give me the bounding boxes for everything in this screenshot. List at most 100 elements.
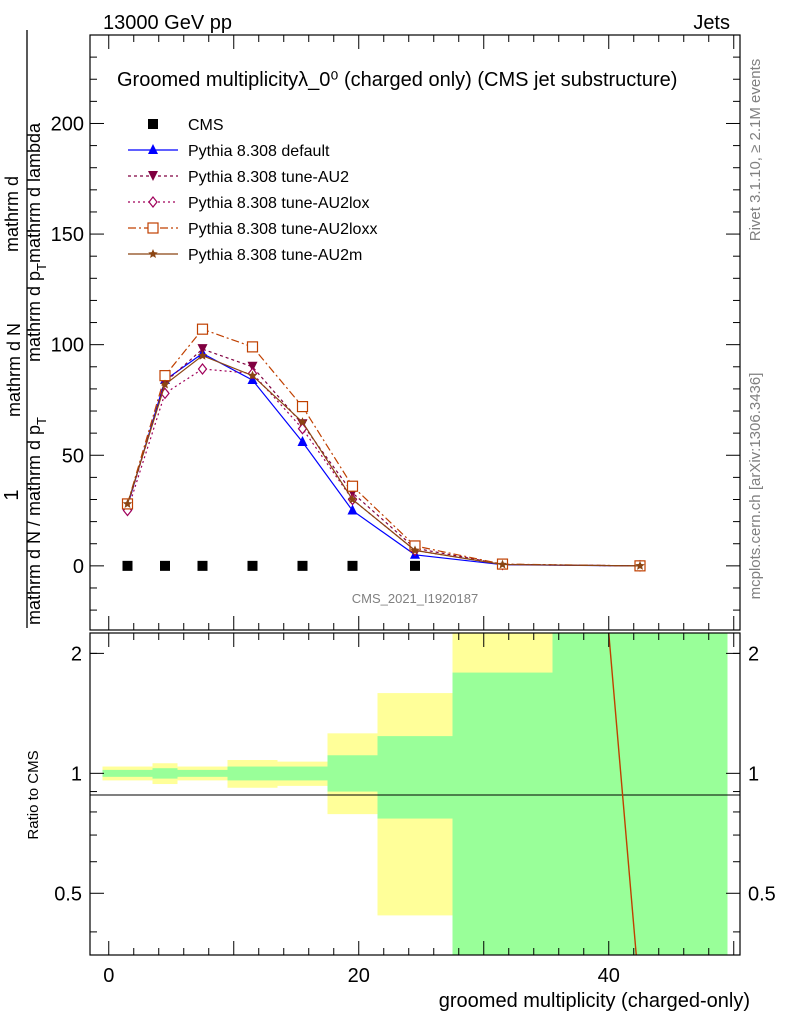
series-au2loxx	[121, 323, 646, 572]
point-au2m	[635, 560, 645, 570]
point-au2loxx	[346, 480, 359, 492]
main-y-tick-label: 150	[51, 224, 84, 246]
series-line-au2m	[126, 355, 641, 567]
point-au2loxx	[246, 341, 259, 353]
point-cms	[347, 560, 358, 571]
x-tick-label: 20	[348, 965, 370, 987]
y-label-denominator-dn: mathrm d N / mathrm d pTmathrm d N	[4, 323, 49, 625]
series-cms	[122, 560, 420, 571]
x-tick-label: 40	[598, 965, 620, 987]
ratio-band-green	[327, 755, 378, 792]
main-title: Groomed multiplicityλ_0⁰ (charged only) …	[117, 69, 677, 91]
y-label-dpt: mathrm d p	[24, 271, 44, 362]
ratio-y-tick-label-right: 2	[748, 643, 759, 665]
legend-marker-au2lox	[148, 196, 158, 208]
main-y-tick-label: 200	[51, 113, 84, 135]
ratio-band-green	[552, 633, 728, 955]
series-line-au2lox	[126, 368, 641, 567]
ratio-y-tick-label-right: 1	[748, 763, 759, 785]
y-label-denominator-dpt: mathrm d pTmathrm d lambda	[24, 122, 49, 362]
y-label-dn: mathrm d N	[4, 323, 24, 417]
main-y-axis-label: 1 mathrm d N / mathrm d pTmathrm d N mat…	[1, 30, 49, 628]
ratio-axis-ticks: 0.5 0.51 12 20 20 40	[54, 633, 776, 987]
series-default	[122, 347, 645, 570]
ratio-y-tick-label: 2	[71, 643, 82, 665]
series-au2m	[122, 350, 645, 570]
main-axis-ticks: 0 50 100 150 200	[51, 35, 740, 630]
ratio-band-green	[227, 766, 278, 781]
ratio-y-axis-label: Ratio to CMS	[25, 750, 42, 839]
point-au2m	[347, 494, 358, 504]
main-y-tick-label: 100	[51, 335, 84, 357]
point-au2m	[497, 559, 508, 569]
y-label-t-sub-1: T	[34, 417, 49, 425]
ratio-band-green	[452, 672, 553, 955]
point-default	[297, 435, 308, 446]
legend-label-default: Pythia 8.308 default	[188, 143, 330, 160]
main-plot-frame	[89, 34, 741, 631]
rivet-version: Rivet 3.1.10, ≥ 2.1M events	[747, 59, 764, 242]
series-line-default	[126, 352, 641, 567]
y-label-numerator-one: 1	[1, 489, 23, 500]
point-au2m	[410, 545, 420, 555]
legend-marker-au2	[148, 171, 158, 181]
ratio-bands	[102, 633, 728, 955]
header-energy: 13000 GeV pp	[103, 12, 232, 34]
x-axis-label: groomed multiplicity (charged-only)	[439, 990, 750, 1012]
point-au2	[247, 361, 258, 372]
series-au2lox	[122, 363, 645, 572]
ratio-plot-frame	[89, 632, 741, 956]
x-tick-label: 0	[103, 965, 114, 987]
point-cms	[197, 560, 208, 571]
main-y-tick-label: 0	[73, 556, 84, 578]
legend-marker-au2m	[148, 249, 158, 259]
ratio-band-green	[377, 736, 453, 819]
legend-marker-cms	[148, 119, 158, 129]
legend-marker-default	[148, 144, 158, 154]
header-category: Jets	[693, 12, 730, 34]
legend-label-au2: Pythia 8.308 tune-AU2	[188, 169, 349, 186]
point-au2m	[197, 350, 208, 360]
ratio-y-tick-label-right: 0.5	[748, 883, 776, 905]
legend-label-au2lox: Pythia 8.308 tune-AU2lox	[188, 195, 369, 212]
point-cms	[297, 560, 308, 571]
analysis-watermark: CMS_2021_I1920187	[352, 591, 479, 606]
mcplots-credit: mcplots.cern.ch [arXiv:1306.3436]	[747, 373, 764, 600]
point-cms	[247, 560, 258, 571]
series-line-au2loxx	[126, 328, 641, 567]
legend-label-cms: CMS	[188, 117, 224, 134]
main-series-group	[121, 323, 646, 572]
y-label-numerator-d: mathrm d	[2, 176, 22, 252]
point-au2m	[122, 498, 133, 508]
point-au2loxx	[296, 400, 309, 413]
ratio-y-tick-label: 1	[71, 763, 82, 785]
point-au2lox	[297, 422, 308, 435]
point-cms	[160, 560, 170, 571]
point-au2lox	[197, 363, 208, 375]
ratio-band-green	[102, 769, 153, 777]
ratio-band-green	[177, 769, 228, 777]
ratio-lines	[608, 632, 637, 956]
ratio-band-green	[277, 766, 328, 781]
ratio-band-green	[152, 768, 178, 779]
legend: CMS Pythia 8.308 default Pythia 8.308 tune…	[128, 117, 377, 264]
ratio-y-tick-label: 0.5	[54, 883, 82, 905]
point-au2loxx	[159, 370, 171, 382]
point-au2	[197, 344, 208, 355]
y-label-t-sub-2: T	[34, 263, 49, 271]
point-au2loxx	[196, 323, 209, 335]
series-au2	[122, 344, 645, 571]
legend-label-au2loxx: Pythia 8.308 tune-AU2loxx	[188, 221, 377, 238]
legend-marker-au2loxx	[147, 222, 159, 234]
point-default	[347, 504, 358, 515]
point-au2m	[160, 379, 170, 389]
legend-label-au2m: Pythia 8.308 tune-AU2m	[188, 247, 362, 264]
point-au2m	[297, 417, 308, 427]
main-y-tick-label: 50	[62, 445, 84, 467]
ratio-mc-line	[608, 632, 637, 956]
point-cms	[122, 560, 133, 571]
point-au2m	[247, 370, 258, 380]
point-cms	[410, 560, 420, 571]
y-label-dlambda: mathrm d lambda	[24, 122, 44, 263]
